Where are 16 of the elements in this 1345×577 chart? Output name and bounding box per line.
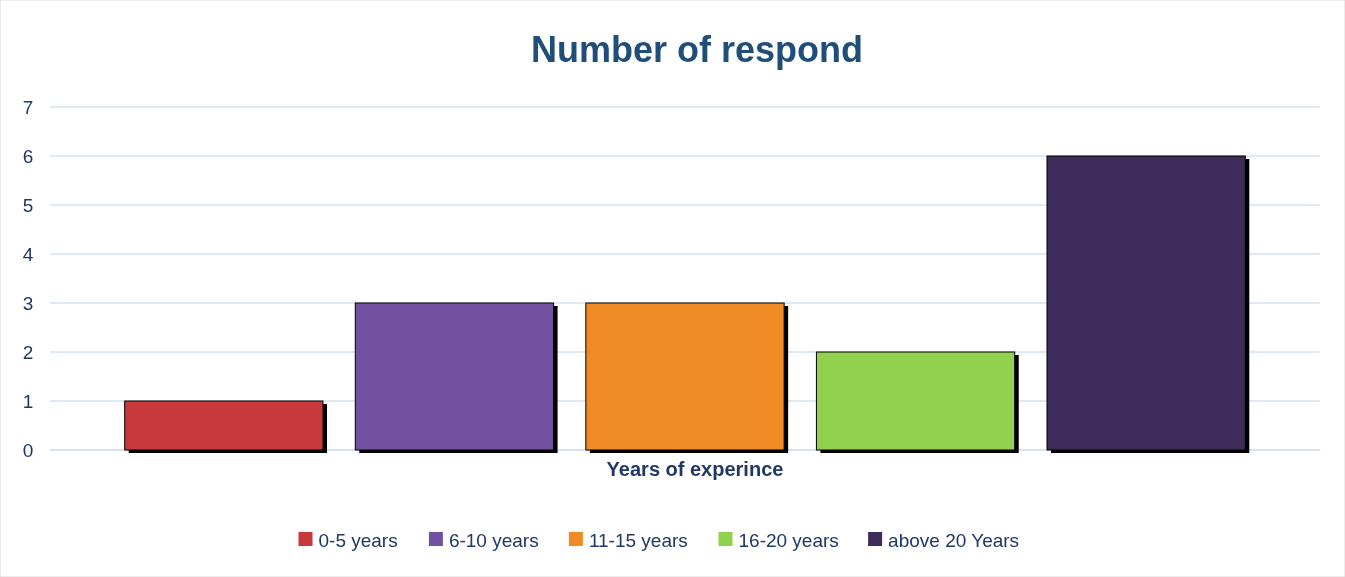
legend-label: 6-10 years: [448, 529, 539, 551]
bar: [1046, 155, 1246, 451]
y-tick-label: 1: [22, 390, 34, 412]
x-axis-title: Years of experince: [606, 458, 784, 480]
legend-label: 0-5 years: [318, 529, 398, 551]
y-tick-label: 6: [22, 145, 34, 167]
legend-label: 16-20 years: [738, 529, 839, 551]
legend-label: above 20 Years: [888, 529, 1020, 551]
y-tick-label: 5: [22, 194, 34, 216]
chart-title: Number of respond: [530, 29, 864, 70]
y-tick-label: 2: [22, 341, 34, 363]
y-tick-label: 3: [22, 292, 34, 314]
y-tick-label: 7: [22, 96, 34, 118]
y-tick-label: 0: [22, 439, 34, 461]
y-tick-label: 4: [22, 243, 34, 265]
legend-label: 11-15 years: [588, 529, 688, 551]
